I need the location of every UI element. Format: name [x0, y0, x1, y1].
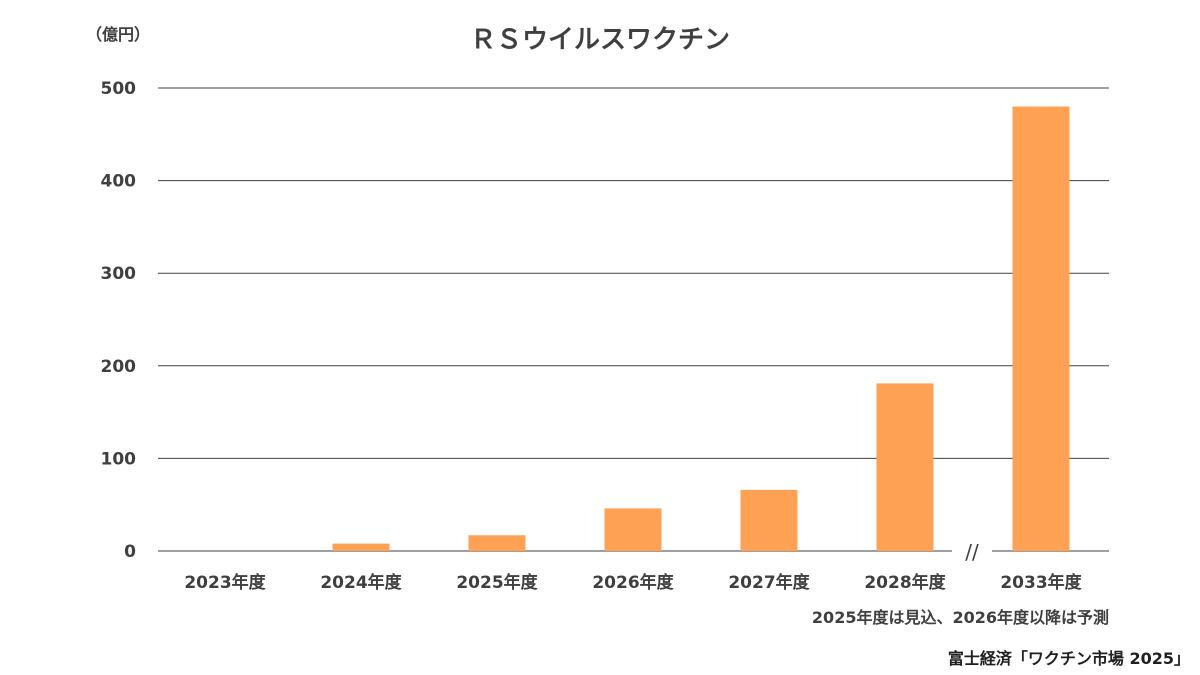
x-tick-label: 2024年度: [320, 572, 402, 593]
bar: [468, 535, 526, 551]
bar: [604, 508, 662, 551]
bar: [332, 543, 390, 551]
x-tick-label: 2026年度: [592, 572, 674, 593]
chart-title: ＲＳウイルスワクチン: [470, 25, 730, 55]
x-tick-label: 2023年度: [184, 572, 266, 593]
forecast-note: 2025年度は見込、2026年度以降は予測: [812, 608, 1109, 627]
source-credit: 富士経済「ワクチン市場 2025」: [948, 649, 1190, 668]
y-axis-unit-label: （億円）: [86, 25, 150, 44]
y-tick-label: 500: [101, 79, 137, 99]
x-axis-ticks: 2023年度 2024年度 2025年度 2026年度 2027年度 2028年度 2033…: [184, 572, 1082, 593]
bar: [1012, 106, 1070, 552]
axis-break-mark: //: [965, 540, 979, 564]
x-tick-label: 2033年度: [1000, 572, 1082, 593]
bars: [332, 106, 1070, 552]
y-axis-ticks: 0 100 200 300 400 500: [101, 79, 137, 562]
bar: [876, 383, 934, 551]
x-tick-label: 2027年度: [728, 572, 810, 593]
x-tick-label: 2028年度: [864, 572, 946, 593]
y-tick-label: 400: [101, 172, 137, 192]
y-tick-label: 100: [101, 449, 137, 469]
bar: [740, 489, 798, 551]
axis-break: //: [965, 540, 979, 564]
x-tick-label: 2025年度: [456, 572, 538, 593]
y-tick-label: 0: [124, 542, 136, 562]
gridlines: [158, 87, 1109, 552]
y-tick-label: 300: [101, 264, 137, 284]
y-tick-label: 200: [101, 357, 137, 377]
